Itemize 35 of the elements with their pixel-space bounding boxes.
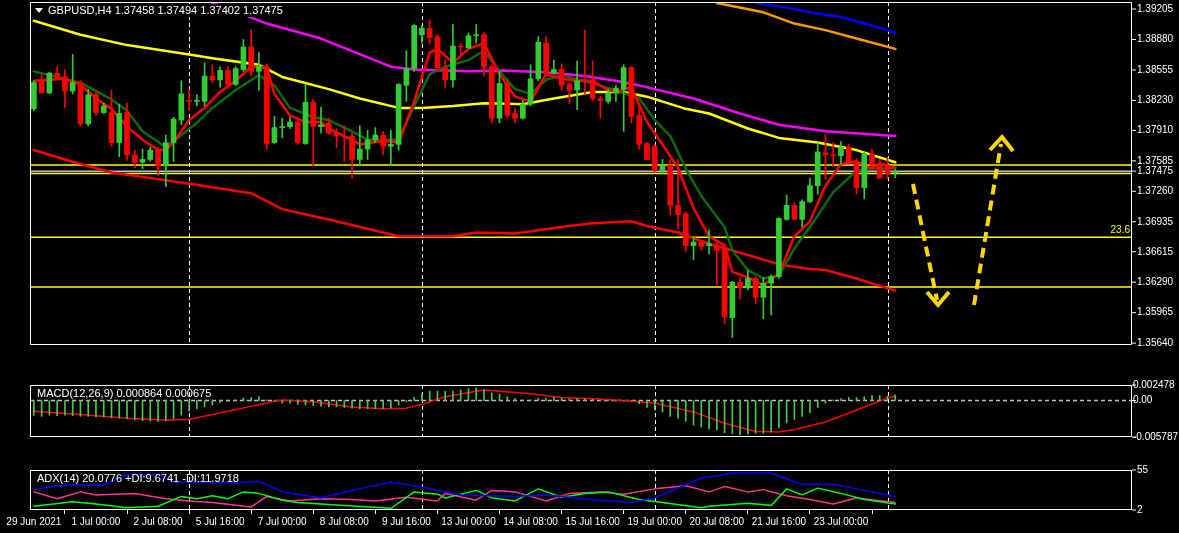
y-tick-label: 55: [1137, 463, 1149, 475]
y-tick-label: 1.38880: [1137, 33, 1174, 45]
x-tick-label: 9 Jul 16:00: [381, 515, 432, 527]
x-tick-label: 8 Jul 08:00: [319, 515, 370, 527]
y-tick-label: 0.00: [1132, 394, 1153, 406]
x-tick-label: 23 Jul 00:00: [813, 515, 869, 527]
y-tick-label: 1.39205: [1137, 2, 1174, 14]
y-tick-label: 1.35640: [1137, 336, 1174, 348]
y-tick-label: 1.36935: [1137, 215, 1174, 227]
chart-title: MACD(12,26,9) 0.000864 0.000675: [37, 387, 212, 400]
y-tick-label: 1.36290: [1137, 275, 1174, 287]
x-tick-label: 7 Jul 00:00: [257, 515, 308, 527]
y-tick-label: 1.38230: [1137, 94, 1174, 106]
y-tick-label: 0.002478: [1132, 378, 1176, 390]
x-tick-label: 29 Jun 2021: [6, 515, 62, 527]
y-tick-label: 1.37585: [1137, 154, 1174, 166]
x-tick-label: 20 Jul 08:00: [689, 515, 745, 527]
x-tick-label: 1 Jul 00:00: [71, 515, 121, 527]
x-tick-label: 14 Jul 08:00: [503, 515, 559, 527]
y-tick-label: 1.37260: [1137, 185, 1174, 197]
x-tick-label: 19 Jul 00:00: [627, 515, 683, 527]
x-tick-label: 15 Jul 16:00: [565, 515, 621, 527]
chart-title: GBPUSD,H4 1.37458 1.37494 1.37402 1.37475: [46, 4, 285, 17]
y-tick-label: 1.35965: [1137, 306, 1174, 318]
y-tick-label: 1.37910: [1137, 124, 1174, 136]
x-tick-label: 13 Jul 00:00: [441, 515, 497, 527]
y-tick-label: 1.37475: [1137, 164, 1174, 176]
y-tick-label: -0.005787: [1132, 430, 1179, 442]
y-tick-label: 2: [1137, 503, 1143, 515]
x-tick-label: 5 Jul 16:00: [195, 515, 246, 527]
annotation: 23.6: [1110, 223, 1131, 235]
y-tick-label: 1.36615: [1137, 245, 1174, 257]
x-tick-label: 2 Jul 08:00: [133, 515, 183, 527]
y-tick-label: 1.38555: [1137, 63, 1174, 75]
x-tick-label: 21 Jul 16:00: [751, 515, 807, 527]
